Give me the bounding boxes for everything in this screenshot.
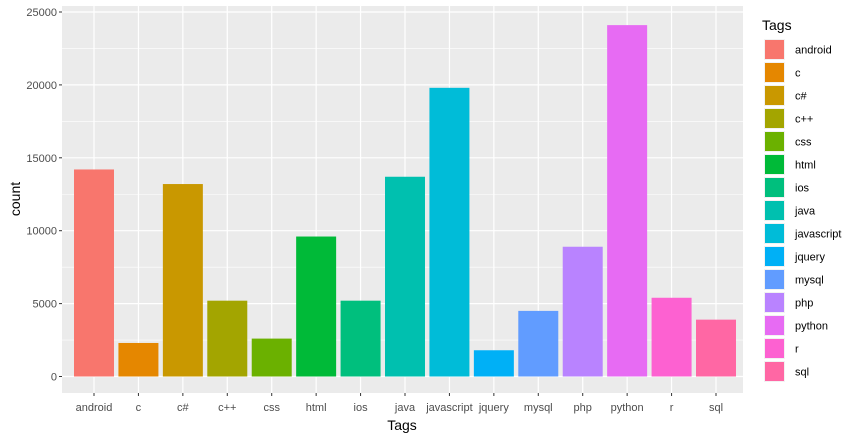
legend-label: sql [795,367,809,379]
legend-key-r [765,339,784,358]
legend-key-ios [765,178,784,197]
legend-key-android [765,40,784,59]
legend-key-javascript [765,224,784,243]
bar-c [118,342,159,377]
legend-key-php [765,293,784,312]
legend-key-python [765,316,784,335]
bar-c++ [207,300,248,377]
x-tick-label: c [136,402,142,414]
x-tick-label: java [394,402,416,414]
x-tick-label: jquery [478,402,509,414]
y-tick-label: 25000 [26,7,57,19]
bar-jquery [473,350,514,377]
bar-php [562,246,603,377]
y-tick-label: 5000 [33,299,57,311]
bar-javascript [429,87,470,377]
bar-r [651,297,692,377]
legend: Tags android c c# c++ css html ios java javascri… [762,17,841,382]
legend-label: c [795,68,801,80]
x-tick-label: css [263,402,280,414]
bar-c# [162,184,203,377]
x-tick-label: c# [177,402,190,414]
y-tick-label: 15000 [26,153,57,165]
legend-label: android [795,45,832,57]
legend-label: jquery [794,252,825,264]
bar-ios [340,300,381,377]
legend-key-c++ [765,109,784,128]
legend-label: java [794,206,816,218]
y-tick-label: 0 [51,372,57,384]
bars [74,25,736,377]
legend-label: php [795,298,813,310]
legend-title: Tags [762,17,792,33]
legend-key-jquery [765,247,784,266]
bar-mysql [518,310,559,377]
legend-key-java [765,201,784,220]
x-tick-label: r [670,402,674,414]
legend-label: css [795,137,812,149]
x-tick-label: mysql [524,402,553,414]
x-tick-label: sql [709,402,723,414]
x-tick-label: python [611,402,644,414]
legend-label: python [795,321,828,333]
bar-python [607,25,648,377]
legend-key-css [765,132,784,151]
bar-android [74,169,114,377]
legend-key-c [765,63,784,82]
x-tick-label: c++ [218,402,236,414]
x-tick-label: android [76,402,113,414]
legend-label: ios [795,183,810,195]
legend-label: c# [795,91,808,103]
bar-css [251,338,292,377]
legend-key-c# [765,86,784,105]
y-tick-label: 10000 [26,226,57,238]
y-axis: 0 5000 10000 15000 20000 25000 [26,7,62,384]
legend-label: html [795,160,816,172]
y-axis-title: count [7,182,23,216]
legend-label: c++ [795,114,813,126]
x-axis: android c c# c++ css html ios java javascript jqu… [76,393,723,414]
x-tick-label: ios [354,402,369,414]
legend-key-sql [765,362,784,381]
legend-label: javascript [794,229,841,241]
legend-key-html [765,155,784,174]
legend-label: r [795,344,799,356]
bar-java [385,176,425,377]
x-tick-label: php [574,402,592,414]
legend-label: mysql [795,275,824,287]
y-tick-label: 20000 [26,80,57,92]
bar-html [296,236,337,377]
x-axis-title: Tags [387,417,417,433]
legend-key-mysql [765,270,784,289]
bar-sql [696,319,736,377]
x-tick-label: html [306,402,327,414]
x-tick-label: javascript [425,402,472,414]
